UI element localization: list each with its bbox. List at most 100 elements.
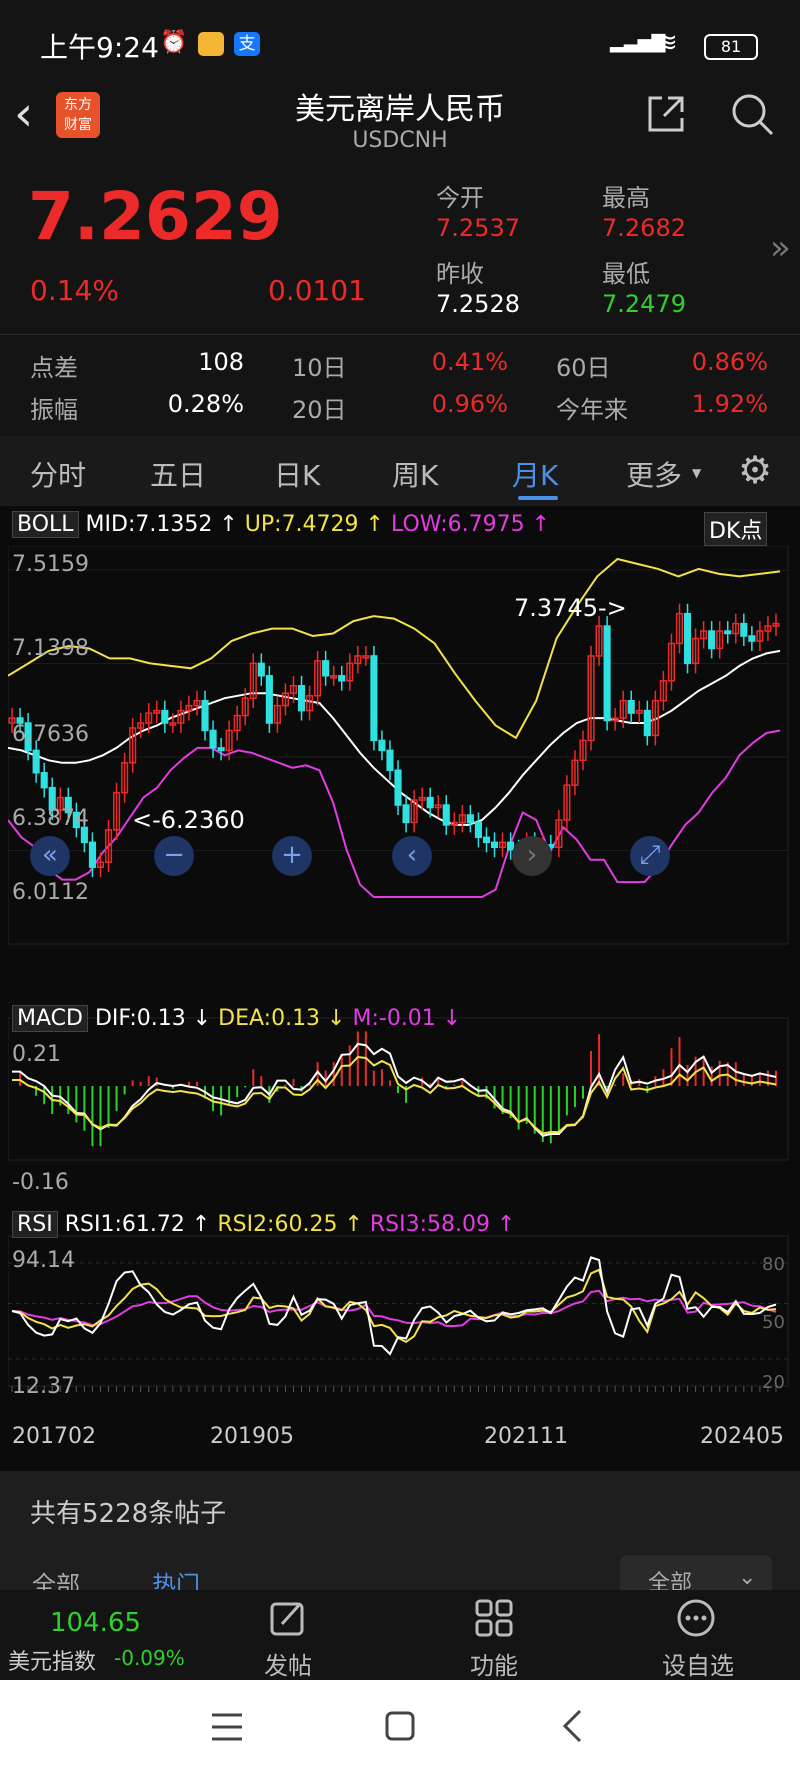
candle-body [201,699,209,732]
candle-body [370,655,378,742]
candle-body [145,712,153,724]
candle-body [217,747,225,752]
post-button[interactable]: 发帖 [240,1590,340,1680]
stat-value: 108 [198,348,244,376]
candle-body [24,722,32,752]
rsi2-line [11,1268,777,1344]
candle-body [362,655,370,659]
boll-selector[interactable]: BOLL [12,511,79,538]
scroll-right-button[interactable]: › [512,836,552,876]
tab-more[interactable]: 更多 [626,459,683,492]
scroll-left-button[interactable]: ‹ [392,836,432,876]
page-title: 美元离岸人民币 [295,92,505,127]
candle-body [185,704,193,712]
candle-body [314,660,322,697]
settings-gear-icon[interactable]: ⚙ [738,448,773,492]
candle-body [563,784,571,821]
tab-weekly[interactable]: 周K [392,459,439,492]
y-tick: 6.7636 [12,722,89,747]
macd-tick: -0.16 [12,1170,69,1195]
macd-selector[interactable]: MACD [12,1005,88,1032]
signal-icon: ▂▃▅▇ [610,32,666,53]
macd-tick: 0.21 [12,1042,61,1067]
boll-up: UP:7.4729 [244,512,359,537]
rsi-selector[interactable]: RSI [12,1211,58,1238]
wifi-icon: ≋ [656,28,678,58]
candle-body [434,804,442,809]
dropdown-arrow-icon: ▼ [692,466,702,480]
index-name: 美元指数 [8,1650,97,1675]
tab-five-day[interactable]: 五日 [150,459,207,492]
candle-body [772,622,780,627]
candle-body [450,821,458,826]
expand-chevron-icon[interactable]: » [770,228,791,268]
candle-body [410,799,418,824]
candle-body [129,727,137,764]
candle-body [153,709,161,714]
period-tabs: 分时 五日 日K 周K 月K 更多 ▼ ⚙ [0,436,800,506]
candle-body [458,814,466,824]
candle-body [273,704,281,724]
tab-intraday[interactable]: 分时 [30,459,87,492]
menu-icon[interactable] [210,1712,244,1746]
candle-body [482,836,491,844]
arrow-up-icon: ↑ [212,512,245,537]
macd-dea-line [12,1055,777,1135]
forum-filter-dropdown[interactable]: 全部 ⌄ [620,1555,772,1596]
rsi-2: RSI2:60.25 [217,1212,338,1237]
post-label: 发帖 [264,1652,312,1680]
rsi-tick: 50 [762,1312,785,1333]
candle-body [691,637,700,665]
candle-body [587,655,595,742]
rsi-tick: 94.14 [12,1248,75,1273]
candle-body [418,796,426,801]
candle-body [442,804,450,826]
rsi-1: RSI1:61.72 [64,1212,185,1237]
candle-body [643,709,651,737]
candle-body [330,675,338,679]
stat-label: 60日 [556,354,611,382]
tab-daily[interactable]: 日K [274,459,321,492]
macd-dea: DEA:0.13 [218,1006,321,1031]
search-icon[interactable] [730,92,776,142]
boll-lower-line [8,729,781,898]
dk-point-button[interactable]: DK点 [704,512,768,546]
zoom-out-button[interactable]: − [154,836,194,876]
status-time: 上午9:24 [40,31,159,64]
candle-body [667,642,676,682]
candle-body [386,749,394,772]
macd-dif: DIF:0.13 [94,1006,186,1031]
candle-body [169,722,177,726]
candle-body [426,796,434,809]
index-change: -0.09% [114,1646,185,1670]
kline-chart-area: BOLL MID:7.1352 ↑ UP:7.4729 ↑ LOW:6.7975… [0,506,800,1471]
stat-value: 0.41% [431,348,508,376]
home-icon[interactable] [384,1710,416,1746]
rsi-legend: RSI RSI1:61.72 ↑ RSI2:60.25 ↑ RSI3:58.09… [12,1211,516,1238]
grid-icon [474,1598,514,1642]
index-ticker[interactable]: 104.65 美元指数 -0.09% [0,1590,200,1680]
fullscreen-button[interactable]: ⤢ [630,836,670,876]
candle-body [498,841,507,849]
back-icon[interactable]: ‹ [14,86,34,142]
stat-label: 今年来 [556,396,628,424]
tab-monthly[interactable]: 月K [512,459,559,492]
arrow-up-icon: ↑ [337,1212,370,1237]
more-dots-icon [676,1598,716,1642]
candle-body [8,717,16,724]
zoom-in-button[interactable]: + [272,836,312,876]
back-nav-icon[interactable] [560,1708,584,1748]
edit-icon [268,1598,308,1642]
arrow-up-icon: ↑ [490,1212,516,1237]
functions-button[interactable]: 功能 [448,1590,548,1680]
candle-body [635,709,643,714]
candle-body [257,662,265,677]
last-price: 7.2629 [28,178,283,255]
add-watchlist-button[interactable]: 设自选 [650,1590,770,1680]
rewind-button[interactable]: « [30,836,70,876]
share-icon[interactable] [646,94,684,132]
candle-body [297,684,306,712]
candle-body [80,826,88,844]
boll-legend: BOLL MID:7.1352 ↑ UP:7.4729 ↑ LOW:6.7975… [12,511,550,538]
open-label: 今开 [436,184,484,212]
